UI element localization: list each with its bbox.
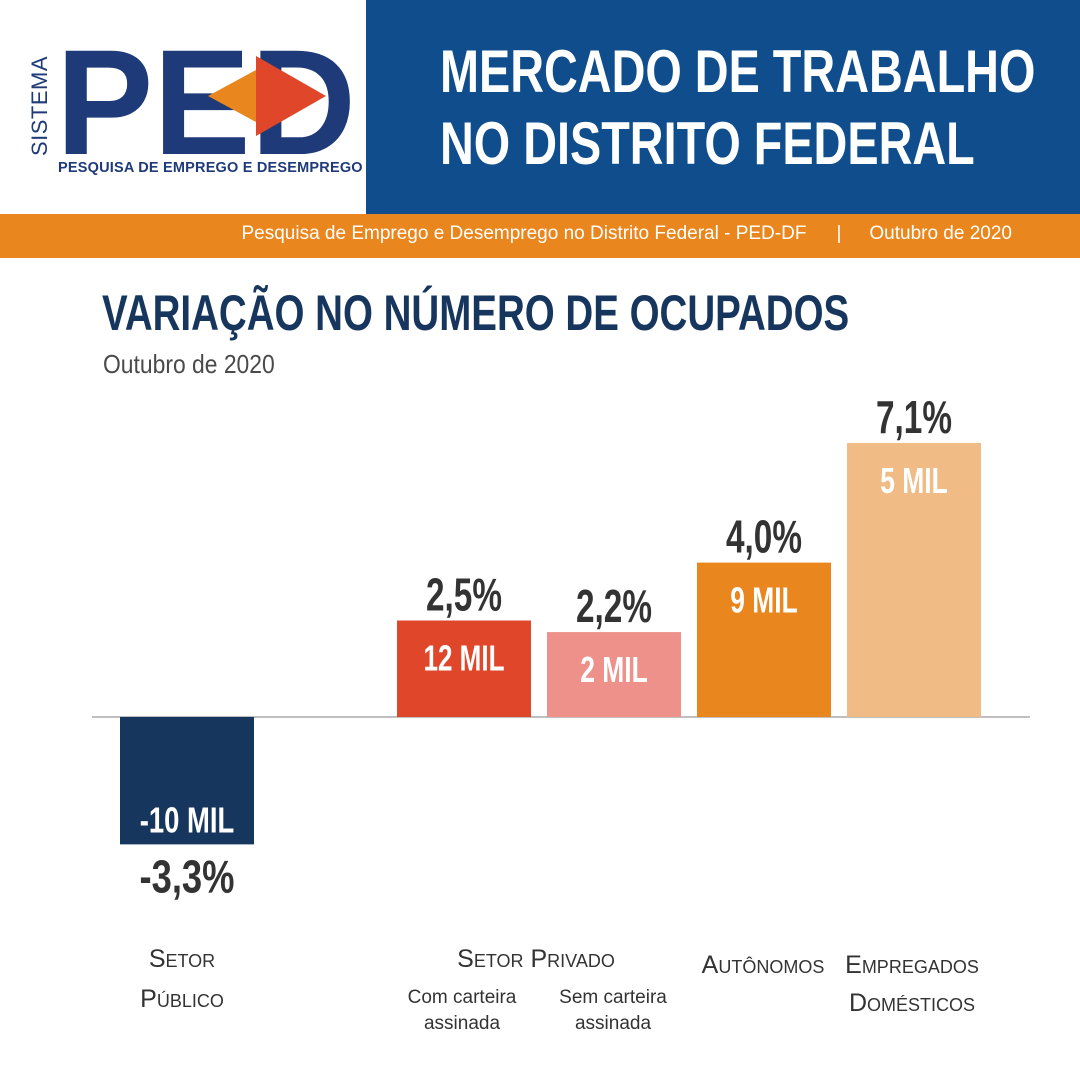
- band-source: Pesquisa de Emprego e Desemprego no Dist…: [241, 223, 807, 244]
- value-label-autonomos: 9 MIL: [730, 580, 798, 621]
- ped-play-arrow-orange: [208, 70, 256, 122]
- percent-label-sem-carteira: 2,2%: [576, 580, 652, 632]
- header-title-panel: MERCADO DE TRABALHO NO DISTRITO FEDERAL: [366, 0, 1080, 214]
- ped-logo-mark: PED: [56, 18, 356, 186]
- label-autonomos: Autônomos: [701, 951, 825, 979]
- label-empregados-domesticos: Empregados Domésticos: [838, 950, 986, 1024]
- title-line-2: NO DISTRITO FEDERAL: [440, 110, 975, 177]
- chart-title: VARIAÇÃO NO NÚMERO DE OCUPADOS: [102, 285, 850, 341]
- label-sem-carteira: Sem carteira assinada: [559, 987, 667, 1034]
- percent-label-com-carteira: 2,5%: [426, 569, 502, 621]
- band-separator: |: [836, 223, 842, 244]
- percent-label-setor-publico: -3,3%: [140, 850, 235, 902]
- bar-autonomos: [697, 562, 831, 717]
- bar-setor-publico: [120, 717, 254, 845]
- label-setor-privado: Setor Privado: [457, 945, 615, 973]
- label-empregados-line1: Empregados: [845, 951, 979, 979]
- ped-play-arrow-red: [256, 56, 326, 136]
- bar-com-carteira: [397, 620, 531, 717]
- label-empregados-line2: Domésticos: [848, 989, 976, 1017]
- logo-tagline: PESQUISA DE EMPREGO E DESEMPREGO: [58, 160, 363, 176]
- source-band: Pesquisa de Emprego e Desemprego no Dist…: [0, 214, 1080, 258]
- chart-subtitle: Outubro de 2020: [103, 349, 275, 379]
- label-com-carteira: Com carteira assinada: [407, 987, 517, 1034]
- ped-logo: SISTEMA PED PESQUISA DE EMPREGO E DESEMP…: [0, 0, 366, 214]
- percent-label-autonomos: 4,0%: [726, 511, 802, 563]
- band-date: Outubro de 2020: [869, 223, 1012, 244]
- value-label-sem-carteira: 2 MIL: [580, 649, 648, 690]
- label-setor-publico: Setor Público: [118, 944, 246, 1018]
- value-label-empregados-domesticos: 5 MIL: [880, 460, 948, 501]
- value-label-setor-publico: -10 MIL: [140, 799, 235, 840]
- label-setor-publico-line2: Público: [140, 985, 224, 1013]
- bar-sem-carteira: [547, 632, 681, 717]
- value-label-com-carteira: 12 MIL: [424, 638, 505, 679]
- bar-empregados-domesticos: [847, 442, 981, 717]
- percent-label-empregados-domesticos: 7,1%: [876, 391, 952, 443]
- label-setor-publico-line1: Setor: [148, 945, 216, 973]
